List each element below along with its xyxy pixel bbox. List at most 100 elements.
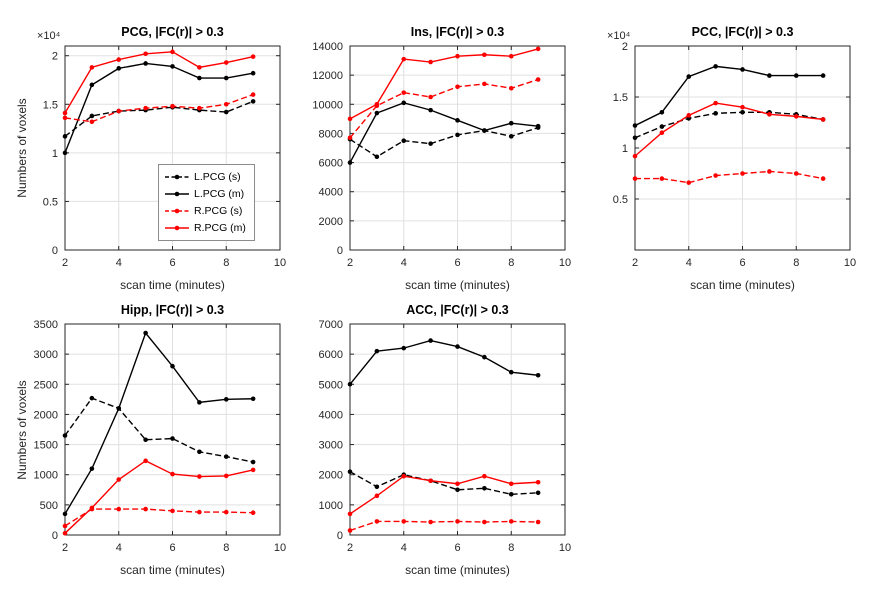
data-marker [116,57,122,62]
data-marker [428,338,433,343]
x-tick-label: 6 [169,257,175,269]
data-marker [143,61,148,66]
x-tick-label: 6 [454,257,460,269]
pcg-y-exponent: ×10⁴ [37,30,61,42]
data-marker [374,519,380,524]
data-marker [508,134,514,139]
data-marker [428,478,433,484]
ins-xlabel: scan time (minutes) [405,278,510,292]
data-marker [170,103,175,109]
acc-xlabel: scan time (minutes) [405,563,510,577]
data-marker [455,519,460,524]
legend-line-sample [165,174,189,180]
series-black-solid [349,339,539,385]
data-marker [347,135,353,141]
legend-line-sample [165,225,189,231]
data-marker [170,64,175,69]
x-tick-label: 8 [223,257,229,269]
data-marker [428,59,433,65]
y-tick-label: 1000 [34,470,58,482]
data-marker [686,113,692,118]
data-marker [374,101,380,107]
data-marker [62,115,68,121]
x-tick-label: 10 [274,542,286,554]
data-marker [116,66,122,71]
data-marker [143,51,148,57]
series-black-solid [634,65,824,127]
data-marker [347,116,353,122]
data-marker [535,490,541,496]
hipp-plot: 2 4 6 8 10 0 500 1000 1500 2000 2500 3000 3500 [34,319,287,554]
y-tick-label: 1.5 [43,99,58,111]
data-marker [250,510,256,515]
series-black-dashed [64,397,254,463]
data-marker [89,65,95,70]
data-marker [62,150,68,156]
data-marker [535,372,541,378]
data-marker [143,105,148,111]
data-marker [223,473,229,479]
y-tick-label: 2500 [34,379,58,391]
data-marker [347,528,353,533]
y-tick-label: 4000 [319,409,343,421]
data-marker [659,110,665,115]
y-tick-label: 0.5 [613,194,628,206]
y-tick-label: 10000 [312,99,343,111]
data-marker [223,454,229,459]
data-marker [740,67,745,72]
data-marker [455,487,460,493]
subplot-pcc: 2 4 6 8 10 0.5 1 1.5 2 PCC, |FC(r)| > 0.3 ×10⁴ s… [583,22,860,302]
x-tick-label: 10 [559,542,571,554]
x-tick-label: 6 [454,542,460,554]
data-marker [62,530,68,536]
data-marker [713,111,718,116]
data-marker [197,400,202,405]
series-black-dashed [349,471,539,496]
data-marker [223,397,229,402]
data-marker [455,481,460,487]
data-marker [401,90,407,95]
data-marker [401,473,407,479]
data-marker [223,101,229,107]
data-marker [374,110,380,116]
data-marker [170,508,175,514]
data-marker [767,169,772,174]
data-marker [197,474,202,479]
data-marker [428,141,433,146]
y-tick-label: 7000 [319,319,343,331]
data-marker [250,70,256,76]
data-marker [197,449,202,455]
y-tick-label: 0 [337,245,343,257]
legend-entry-l-pcg-m-: L.PCG (m) [164,186,246,202]
legend-label: R.PCG (m) [194,222,246,234]
data-marker [482,519,487,525]
data-marker [250,54,256,59]
legend-entry-r-pcg-s-: R.PCG (s) [164,203,246,219]
x-tick-label: 8 [508,257,514,269]
x-tick-label: 8 [793,257,799,269]
data-marker [632,176,638,181]
data-marker [250,459,256,465]
x-tick-label: 4 [116,542,122,554]
data-marker [455,344,460,349]
data-marker [143,506,148,512]
y-tick-label: 8000 [319,128,343,140]
data-marker [455,53,460,59]
data-marker [632,123,638,128]
legend-label: L.PCG (s) [194,171,241,183]
y-tick-label: 3500 [34,319,58,331]
data-marker [89,466,95,471]
y-tick-label: 1 [622,143,628,155]
x-tick-label: 4 [116,257,122,269]
hipp-ylabel: Numbers of voxels [15,380,29,480]
data-marker [482,354,487,360]
data-marker [62,134,68,139]
data-marker [347,381,353,387]
data-marker [401,138,407,144]
data-marker [535,46,541,52]
y-tick-label: 1.5 [613,92,628,104]
data-marker [116,406,122,411]
series-red-dashed [349,520,539,532]
data-marker [401,100,407,106]
series-red-solid [349,475,539,515]
